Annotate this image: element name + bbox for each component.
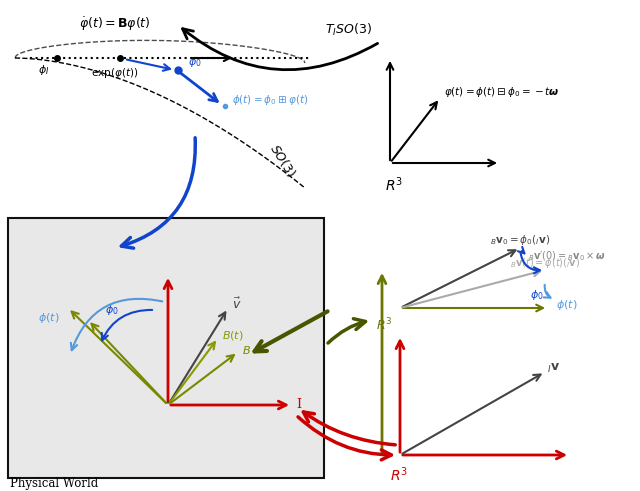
- Text: $T_I SO(3)$: $T_I SO(3)$: [325, 22, 372, 38]
- Text: $_B\mathbf{v}_0=\phi_0(_I\mathbf{v})$: $_B\mathbf{v}_0=\phi_0(_I\mathbf{v})$: [490, 233, 550, 247]
- Text: $R^3$: $R^3$: [385, 176, 403, 194]
- Text: $_B\mathbf{v}(t)=\phi(t)(_I\mathbf{v})$: $_B\mathbf{v}(t)=\phi(t)(_I\mathbf{v})$: [510, 256, 580, 270]
- Text: $\phi(t)$: $\phi(t)$: [556, 298, 577, 312]
- Text: $\exp(\varphi(t))$: $\exp(\varphi(t))$: [92, 66, 139, 80]
- Text: Physical World: Physical World: [10, 476, 99, 490]
- Text: $SO(3)$: $SO(3)$: [267, 140, 299, 179]
- Text: $\phi_0$: $\phi_0$: [530, 288, 544, 302]
- FancyBboxPatch shape: [8, 218, 324, 478]
- Text: $B$: $B$: [242, 344, 251, 356]
- Text: $R^3$: $R^3$: [376, 317, 392, 333]
- Text: $B(t)$: $B(t)$: [222, 328, 244, 342]
- Text: $\dot{\varphi}(t)=\mathbf{B}\varphi(t)$: $\dot{\varphi}(t)=\mathbf{B}\varphi(t)$: [79, 15, 151, 33]
- Text: $\vec{v}$: $\vec{v}$: [232, 297, 241, 312]
- Text: $\phi_0$: $\phi_0$: [188, 55, 202, 69]
- Text: $_I\mathbf{v}$: $_I\mathbf{v}$: [547, 361, 560, 375]
- Text: $\varphi(t)=\phi(t)\boxminus\phi_0=-t\boldsymbol{\omega}$: $\varphi(t)=\phi(t)\boxminus\phi_0=-t\bo…: [444, 85, 559, 99]
- Text: $\phi_0$: $\phi_0$: [105, 303, 118, 317]
- Text: $\phi(t)$: $\phi(t)$: [38, 311, 60, 325]
- Text: I: I: [296, 399, 301, 411]
- Text: $_B\mathbf{v}'(0)={_B}\mathbf{v}_0\times\boldsymbol{\omega}$: $_B\mathbf{v}'(0)={_B}\mathbf{v}_0\times…: [528, 249, 606, 263]
- Text: $R^3$: $R^3$: [390, 465, 408, 484]
- Text: $\phi_I$: $\phi_I$: [38, 63, 50, 77]
- Text: $\phi(t)=\phi_0\boxplus\varphi(t)$: $\phi(t)=\phi_0\boxplus\varphi(t)$: [232, 93, 308, 107]
